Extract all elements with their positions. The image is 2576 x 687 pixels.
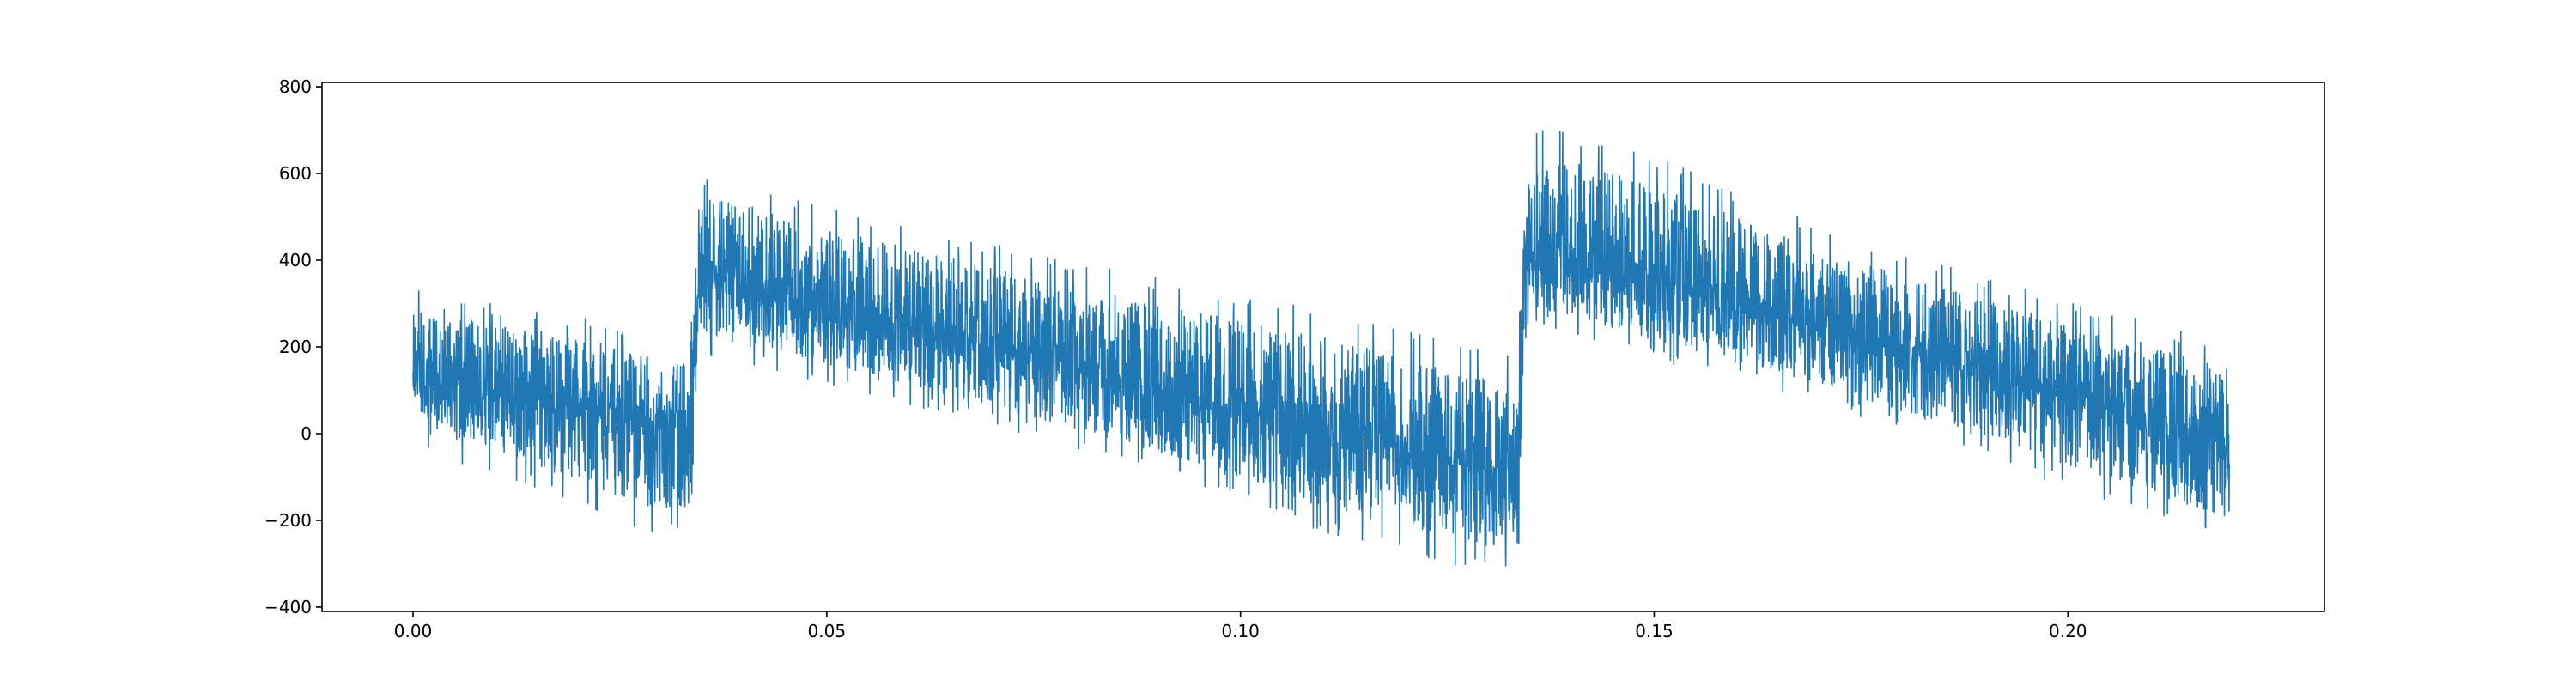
y-tick-label: 400 (279, 250, 312, 271)
series-layer (412, 130, 2230, 567)
x-tick-label: 0.15 (1635, 621, 1674, 641)
y-tick-label: 200 (279, 337, 312, 357)
x-tick-label: 0.10 (1221, 621, 1260, 641)
x-tick-label: 0.20 (2049, 621, 2087, 641)
y-axis-ticks: −400 −200 0 200 400 600 800 (264, 76, 322, 617)
y-tick-label: −400 (264, 597, 312, 617)
y-tick-label: −200 (264, 510, 312, 531)
x-axis-ticks: 0.00 0.05 0.10 0.15 0.20 (394, 611, 2087, 641)
x-tick-label: 0.00 (394, 621, 433, 641)
signal-series-line (412, 130, 2230, 567)
y-tick-label: 800 (279, 76, 312, 97)
y-tick-label: 0 (301, 423, 312, 444)
y-tick-label: 600 (279, 163, 312, 184)
x-tick-label: 0.05 (808, 621, 847, 641)
